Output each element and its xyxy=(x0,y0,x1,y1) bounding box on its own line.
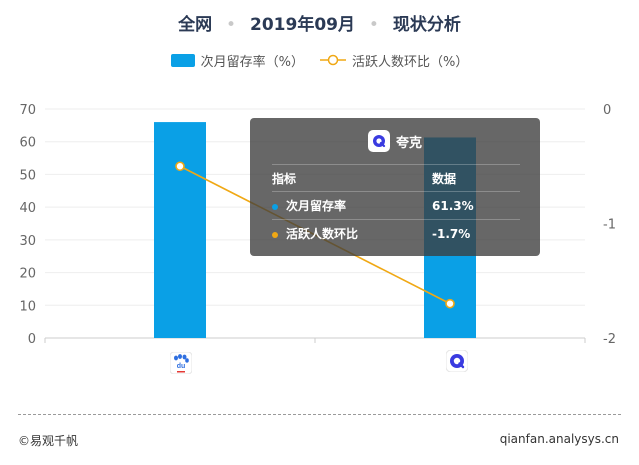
tooltip-row-value: 61.3% xyxy=(432,191,520,220)
legend-bar-label: 次月留存率（%） xyxy=(200,54,304,70)
y-right-tick-label: -1 xyxy=(603,218,616,233)
legend-line-swatch xyxy=(320,54,346,66)
tooltip-row-value: -1.7% xyxy=(432,219,520,247)
y-left-tick-label: 0 xyxy=(28,332,36,347)
y-left-tick-label: 70 xyxy=(19,103,36,118)
legend-bar-swatch xyxy=(170,53,195,67)
data-tooltip: 夸克 指标 数据 次月留存率 61.3% 活跃人数环比 -1.7% xyxy=(250,118,540,256)
y-right-tick-label: -2 xyxy=(603,332,616,347)
tooltip-header-row: 指标 数据 xyxy=(272,164,520,192)
y-right-tick-label: 0 xyxy=(603,103,611,118)
retention-dot-icon xyxy=(272,203,278,210)
title-scope: 全网 xyxy=(178,15,213,35)
chart-title: 全网 • 2019年09月 • 现状分析 xyxy=(0,10,639,35)
line-point-1 xyxy=(445,298,455,309)
y-left-tick-label: 60 xyxy=(19,136,36,151)
chart-legend: 次月留存率（%） 活跃人数环比（%） xyxy=(0,50,639,70)
tooltip-table: 指标 数据 次月留存率 61.3% 活跃人数环比 -1.7% xyxy=(272,164,520,247)
title-name: 现状分析 xyxy=(392,15,461,35)
y-left-tick-label: 40 xyxy=(19,201,36,216)
y-left-tick-label: 20 xyxy=(19,267,36,282)
footer-divider xyxy=(18,414,621,415)
title-separator: • xyxy=(226,15,237,35)
baidu-app-icon: du xyxy=(169,351,193,375)
tooltip-row-label: 活跃人数环比 xyxy=(286,227,359,241)
tooltip-row: 活跃人数环比 -1.7% xyxy=(272,219,520,247)
svg-text:du: du xyxy=(177,363,186,370)
active-change-dot-icon xyxy=(272,231,278,238)
legend-item-retention[interactable]: 次月留存率（%） xyxy=(170,51,304,70)
legend-line-label: 活跃人数环比（%） xyxy=(352,54,469,70)
line-point-0 xyxy=(175,161,185,172)
y-left-tick-label: 30 xyxy=(19,234,36,249)
bar-0 xyxy=(154,122,206,338)
y-left-tick-label: 50 xyxy=(19,168,36,183)
title-separator: • xyxy=(368,15,379,35)
tooltip-col-value: 数据 xyxy=(432,164,520,192)
y-left-tick-label: 10 xyxy=(19,299,36,314)
tooltip-header: 夸克 xyxy=(250,130,540,152)
tooltip-row: 次月留存率 61.3% xyxy=(272,191,520,220)
quark-logo-icon xyxy=(367,130,390,152)
footer-copyright: ©易观千帆 xyxy=(18,434,79,448)
footer-source-link[interactable]: qianfan.analysys.cn xyxy=(499,432,619,446)
tooltip-col-metric: 指标 xyxy=(272,164,432,192)
legend-item-active-change[interactable]: 活跃人数环比（%） xyxy=(320,51,468,70)
quark-app-icon xyxy=(445,349,469,373)
title-period: 2019年09月 xyxy=(250,15,355,35)
tooltip-row-label: 次月留存率 xyxy=(286,199,347,213)
tooltip-app-name: 夸克 xyxy=(395,135,422,151)
